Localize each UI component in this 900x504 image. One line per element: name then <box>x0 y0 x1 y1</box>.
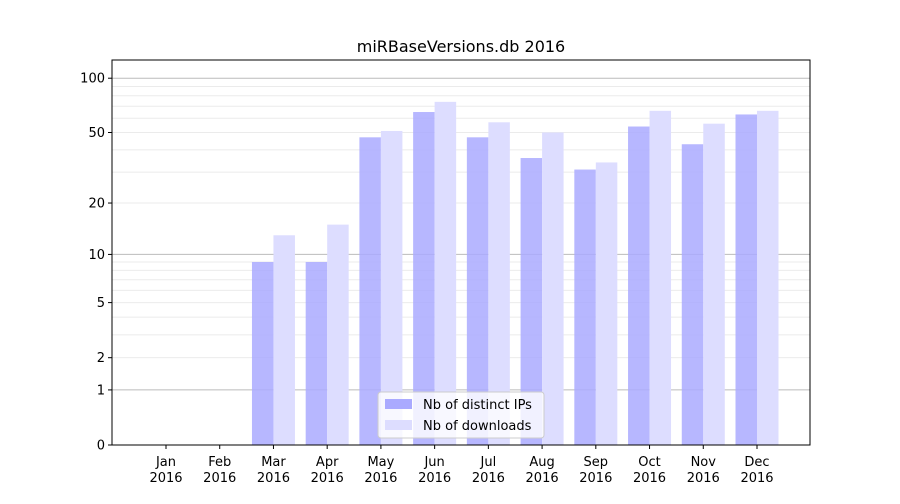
y-tick-label: 100 <box>80 72 105 87</box>
bar-ips-3 <box>305 261 328 445</box>
y-tick-label: 5 <box>97 296 105 311</box>
x-tick-label: Sep 2016 <box>579 455 612 486</box>
x-tick-label: May 2016 <box>364 455 397 486</box>
bars <box>251 101 779 446</box>
bar-downloads-10 <box>703 123 725 445</box>
plot-frame <box>111 59 811 446</box>
bar-ips-4 <box>359 137 381 446</box>
bar-downloads-3 <box>327 224 349 445</box>
bar-ips-7 <box>520 158 543 445</box>
bar-downloads-11 <box>757 110 779 445</box>
bar-downloads-8 <box>595 162 618 445</box>
legend-label-ips: Nb of distinct IPs <box>423 398 532 413</box>
y-tick-label: 0 <box>97 439 105 454</box>
bar-ips-9 <box>628 126 650 446</box>
legend: Nb of distinct IPs Nb of downloads <box>377 391 545 439</box>
bar-ips-8 <box>574 169 596 445</box>
x-axis-ticks: Jan 2016 Feb 2016 Mar 2016 Apr 2016 May 2016 Jun 20… <box>149 445 774 486</box>
x-tick-label: Jul 2016 <box>472 455 505 486</box>
legend-swatch-ips <box>385 399 412 409</box>
bar-downloads-9 <box>649 110 672 445</box>
y-axis-ticks: 0 1 2 5 10 20 50 100 <box>80 72 112 454</box>
bar-downloads-6 <box>488 122 510 445</box>
chart-title: miRBaseVersions.db 2016 <box>357 37 565 56</box>
bar-ips-10 <box>681 144 704 445</box>
y-tick-label: 1 <box>97 383 105 398</box>
bar-ips-11 <box>735 114 757 445</box>
bar-ips-2 <box>251 261 274 445</box>
bar-ips-6 <box>466 137 489 446</box>
legend-swatch-downloads <box>385 420 412 430</box>
bar-downloads-5 <box>434 101 457 446</box>
x-tick-label: Dec 2016 <box>740 455 773 486</box>
x-tick-label: Mar 2016 <box>257 455 290 486</box>
x-tick-label: Feb 2016 <box>203 455 236 486</box>
grid-lines <box>112 77 810 391</box>
x-tick-label: Jan 2016 <box>149 455 182 486</box>
x-tick-label: Apr 2016 <box>311 455 344 486</box>
x-tick-label: Nov 2016 <box>687 455 720 486</box>
x-tick-label: Jun 2016 <box>418 455 451 486</box>
bar-ips-5 <box>413 112 435 445</box>
bar-downloads-2 <box>273 235 295 445</box>
bar-downloads-4 <box>380 130 403 445</box>
legend-box <box>377 391 545 439</box>
legend-label-downloads: Nb of downloads <box>423 419 532 434</box>
y-tick-label: 50 <box>88 126 105 141</box>
x-tick-label: Oct 2016 <box>633 455 666 486</box>
y-tick-label: 20 <box>88 197 105 212</box>
y-tick-label: 10 <box>88 248 105 263</box>
x-tick-label: Aug 2016 <box>526 455 559 486</box>
bar-downloads-7 <box>542 132 564 445</box>
y-tick-label: 2 <box>97 351 105 366</box>
